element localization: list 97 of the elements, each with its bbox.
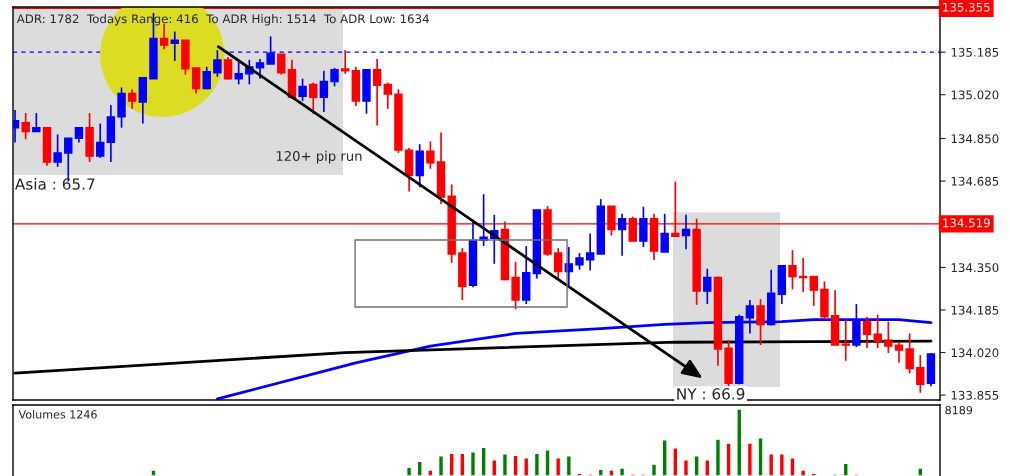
candlestick	[53, 133, 62, 168]
candlestick	[21, 112, 30, 141]
bar	[501, 453, 509, 476]
bar	[512, 454, 519, 476]
bar	[618, 467, 626, 476]
bar	[576, 472, 583, 476]
annotation: Volumes 1246	[18, 409, 97, 419]
bar	[650, 463, 658, 476]
candlestick	[255, 58, 265, 80]
bar	[587, 473, 594, 476]
y-tick-label: 134.185	[951, 305, 999, 315]
ref-line-label: 135.355	[943, 2, 990, 12]
bar	[416, 460, 423, 476]
y-tick-label: 134.350	[951, 263, 999, 273]
bar	[714, 438, 722, 476]
annotation: 120+ pip run	[276, 150, 362, 164]
bar	[800, 469, 807, 476]
candlestick	[862, 315, 872, 350]
bar	[842, 462, 849, 476]
y-tick-label: 135.020	[951, 90, 999, 100]
bar	[810, 472, 817, 476]
candlestick	[319, 69, 329, 113]
bar	[682, 459, 690, 476]
y-tick-label: 134.850	[951, 134, 999, 144]
candlestick	[894, 341, 904, 364]
candlestick	[511, 260, 520, 310]
candlestick	[96, 122, 105, 159]
bar	[544, 449, 551, 476]
candlestick	[916, 354, 925, 394]
bar	[757, 437, 764, 476]
candlestick	[32, 112, 41, 133]
bar	[608, 469, 615, 476]
bar	[725, 442, 732, 476]
y-tick-label: 135.185	[951, 47, 999, 57]
bar	[672, 447, 679, 476]
bar	[437, 455, 445, 476]
bar	[704, 459, 711, 476]
bar	[693, 455, 700, 476]
candlestick	[330, 67, 339, 88]
candlestick	[884, 320, 893, 354]
candlestick	[639, 206, 648, 248]
candlestick	[617, 212, 627, 257]
bar	[150, 469, 157, 476]
candlestick	[234, 59, 243, 86]
candlestick	[703, 267, 712, 305]
candlestick	[13, 109, 20, 144]
bar	[597, 468, 604, 476]
candlestick	[873, 313, 882, 350]
bar	[917, 467, 924, 476]
bar	[469, 451, 477, 476]
bar	[736, 408, 743, 476]
text: 8189	[945, 405, 973, 415]
bar	[661, 439, 668, 476]
candlestick	[117, 86, 126, 129]
annotation: NY : 66.9	[677, 388, 745, 400]
y-tick-label: 133.855	[951, 390, 999, 400]
ref-line-label: 134.519	[943, 218, 990, 228]
candlestick	[585, 232, 595, 272]
candlestick	[905, 332, 914, 375]
y-tick-label: 134.020	[951, 348, 999, 358]
candlestick	[383, 81, 392, 110]
candlestick	[213, 49, 222, 78]
candlestick	[127, 88, 137, 110]
bar	[746, 442, 753, 476]
bar	[565, 455, 572, 476]
candlestick	[788, 249, 797, 291]
candlestick	[756, 298, 765, 346]
y-tick-label: 134.685	[951, 176, 999, 186]
bar	[523, 457, 530, 476]
candlestick	[660, 212, 669, 253]
bar	[555, 457, 562, 476]
bar	[533, 452, 540, 476]
bar	[640, 473, 647, 476]
candlestick	[681, 214, 691, 250]
candlestick	[841, 318, 850, 362]
candlestick	[553, 247, 563, 281]
bar	[832, 473, 839, 476]
annotation: Asia : 65.7	[14, 177, 95, 190]
bar	[789, 457, 796, 476]
candlestick	[809, 275, 819, 307]
bar	[427, 469, 434, 476]
bar	[491, 459, 498, 476]
bar	[853, 473, 860, 476]
candlestick	[298, 77, 307, 102]
bar	[629, 473, 636, 476]
bar	[459, 452, 466, 476]
candlestick	[277, 53, 286, 76]
candlestick	[372, 58, 382, 127]
candlestick	[309, 81, 318, 115]
candlestick	[191, 67, 201, 95]
candlestick	[340, 49, 350, 75]
bar	[480, 446, 487, 476]
bar	[448, 452, 455, 476]
candlestick	[426, 140, 435, 170]
bar	[405, 466, 413, 476]
bar	[778, 453, 785, 476]
bar	[768, 453, 775, 476]
